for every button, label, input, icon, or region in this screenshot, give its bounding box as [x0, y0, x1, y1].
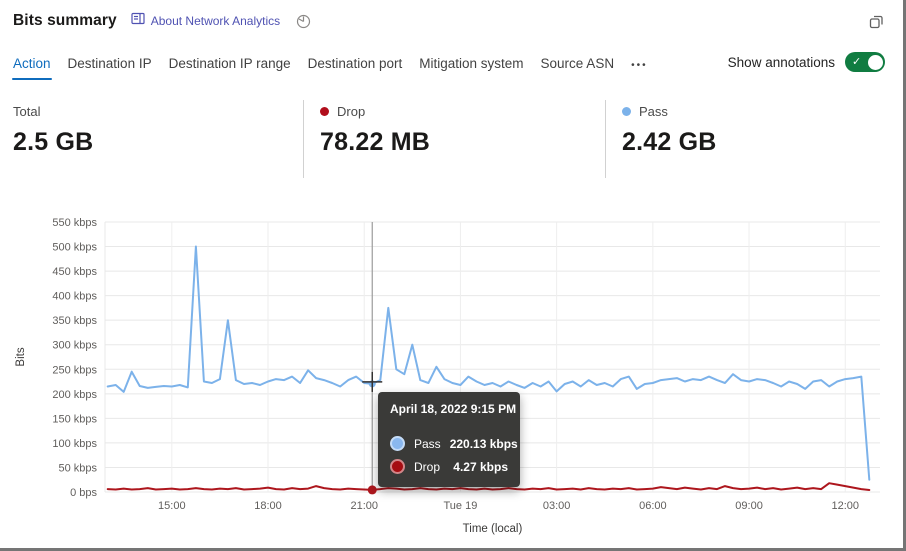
stat-drop-label: Drop — [337, 103, 366, 119]
tooltip-pass-value: 220.13 kbps — [449, 436, 518, 451]
pass-dot-icon — [622, 106, 631, 116]
book-icon — [131, 12, 145, 30]
about-link-label: About Network Analytics — [150, 14, 281, 28]
stat-total: Total 2.5 GB — [13, 103, 93, 157]
tooltip-row-drop: Drop 4.27 kbps — [390, 458, 508, 475]
show-annotations-control: Show annotations ✓ — [728, 52, 885, 72]
svg-text:400 kbps: 400 kbps — [52, 291, 97, 303]
about-network-analytics-link[interactable]: About Network Analytics — [131, 12, 280, 30]
tab-source-asn[interactable]: Source ASN — [540, 56, 615, 71]
toggle-knob — [867, 54, 883, 70]
stat-pass: Pass 2.42 GB — [622, 103, 717, 157]
svg-text:150 kbps: 150 kbps — [52, 413, 97, 425]
svg-text:Tue 19: Tue 19 — [444, 500, 478, 512]
stat-pass-label: Pass — [639, 103, 668, 119]
svg-text:350 kbps: 350 kbps — [52, 315, 97, 327]
svg-text:500 kbps: 500 kbps — [52, 242, 97, 254]
svg-text:15:00: 15:00 — [158, 500, 186, 512]
svg-text:50 kbps: 50 kbps — [58, 462, 97, 474]
svg-text:03:00: 03:00 — [543, 500, 571, 512]
clock-icon — [297, 14, 311, 28]
tab-destination-ip-range[interactable]: Destination IP range — [168, 56, 291, 71]
svg-text:200 kbps: 200 kbps — [52, 389, 97, 401]
drop-dot-icon — [320, 106, 329, 116]
svg-text:0 bps: 0 bps — [70, 487, 97, 499]
tab-action[interactable]: Action — [12, 56, 52, 80]
pass-dot-icon — [390, 436, 405, 451]
stat-pass-value: 2.42 GB — [622, 128, 717, 156]
time-range-button[interactable] — [296, 14, 311, 29]
tooltip-timestamp: April 18, 2022 9:15 PM — [390, 402, 517, 416]
tooltip-pass-label: Pass — [414, 436, 441, 451]
traffic-chart[interactable]: 0 bps 50 kbps 100 kbps 150 kbps 200 kbps 250 … — [0, 198, 906, 548]
drop-dot-icon — [390, 459, 405, 474]
dimension-tabs: Action Destination IP Destination IP ran… — [12, 56, 648, 82]
restore-icon — [869, 15, 883, 28]
stat-divider — [303, 100, 304, 178]
svg-text:Bits: Bits — [15, 347, 27, 366]
tooltip-drop-value: 4.27 kbps — [453, 459, 508, 474]
svg-text:09:00: 09:00 — [735, 500, 763, 512]
tab-destination-ip[interactable]: Destination IP — [67, 56, 152, 71]
svg-text:18:00: 18:00 — [254, 500, 282, 512]
svg-text:250 kbps: 250 kbps — [52, 364, 97, 376]
checkmark-icon: ✓ — [852, 56, 862, 68]
stat-drop: Drop 78.22 MB — [320, 103, 430, 157]
stat-total-value: 2.5 GB — [13, 128, 94, 156]
more-tabs-button[interactable]: ••• — [631, 60, 648, 71]
window-border — [903, 0, 906, 551]
stat-drop-value: 78.22 MB — [320, 128, 430, 156]
tooltip-drop-label: Drop — [414, 459, 441, 474]
tab-mitigation-system[interactable]: Mitigation system — [419, 56, 524, 71]
svg-text:12:00: 12:00 — [831, 500, 859, 512]
tab-destination-port[interactable]: Destination port — [307, 56, 403, 71]
annotations-toggle[interactable]: ✓ — [845, 52, 885, 72]
header: Bits summary About Network Analytics — [13, 12, 311, 30]
restore-window-button[interactable] — [866, 11, 886, 31]
stat-total-label: Total — [13, 103, 41, 119]
svg-text:450 kbps: 450 kbps — [52, 266, 97, 278]
svg-text:550 kbps: 550 kbps — [52, 217, 97, 229]
chart-canvas: 0 bps 50 kbps 100 kbps 150 kbps 200 kbps 250 … — [15, 217, 880, 535]
svg-text:Time (local): Time (local) — [463, 523, 523, 535]
svg-text:100 kbps: 100 kbps — [52, 438, 97, 450]
window-border — [0, 548, 906, 551]
chart-tooltip: April 18, 2022 9:15 PM Pass 220.13 kbps … — [378, 392, 520, 487]
svg-text:06:00: 06:00 — [639, 500, 667, 512]
show-annotations-label: Show annotations — [727, 54, 835, 70]
stat-divider — [605, 100, 606, 178]
svg-text:21:00: 21:00 — [350, 500, 378, 512]
page-title: Bits summary — [13, 12, 117, 29]
svg-text:300 kbps: 300 kbps — [52, 340, 97, 352]
tooltip-row-pass: Pass 220.13 kbps — [390, 435, 518, 452]
